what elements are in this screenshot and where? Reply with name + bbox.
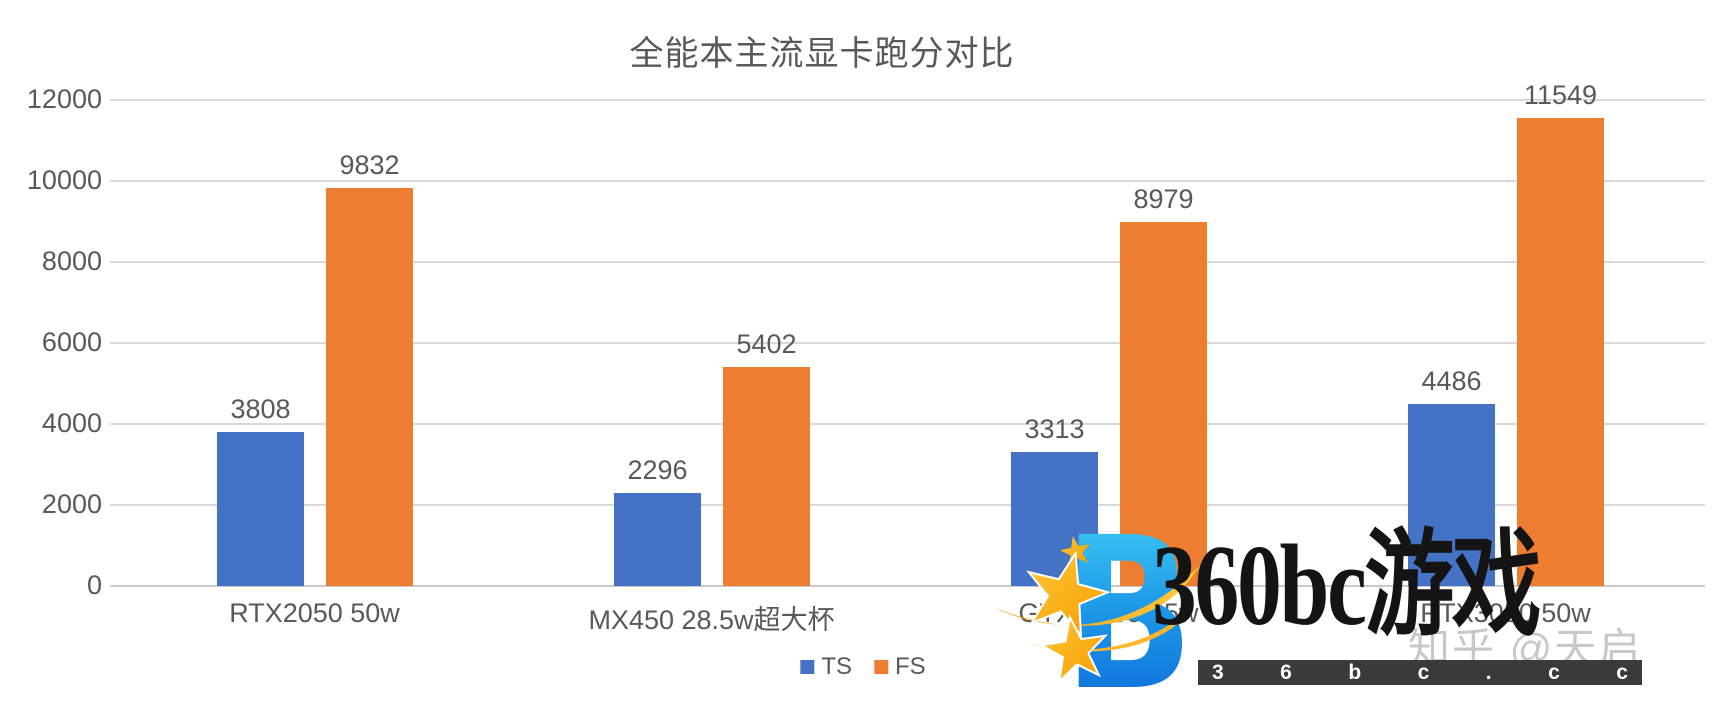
brand-watermark-text: 360bc游戏	[1152, 522, 1542, 649]
gridline-y-2000	[110, 504, 1705, 506]
gridline-y-0	[110, 585, 1705, 587]
bar-fs-0	[326, 187, 413, 586]
legend-item-ts: TS	[800, 653, 852, 681]
bar-value-label: 8979	[1133, 184, 1194, 215]
bar-fs-3	[1517, 118, 1604, 586]
logo-stars-icon	[1026, 536, 1111, 684]
domain-strip: 3 6 b c. c c	[1198, 660, 1642, 685]
y-axis-tick-label: 8000	[41, 246, 102, 276]
gridline-y-10000	[110, 180, 1705, 182]
bar-ts-2	[1011, 451, 1098, 586]
ts-series-swatch-icon	[800, 660, 815, 674]
y-axis-tick-label: 2000	[41, 489, 102, 519]
y-axis-tick-label: 12000	[26, 84, 102, 114]
chart-legend: TS FS	[800, 653, 926, 681]
domain-strip-char: .	[1485, 661, 1492, 684]
bar-value-label: 3313	[1024, 413, 1085, 444]
chart-title: 全能本主流显卡跑分对比	[629, 35, 1015, 73]
domain-strip-char: 6	[1280, 661, 1292, 684]
domain-strip-char: c	[1417, 661, 1430, 684]
domain-strip-char: b	[1348, 661, 1362, 684]
y-axis-tick-label: 6000	[41, 327, 102, 357]
legend-label-fs: FS	[895, 653, 926, 680]
x-axis-category-label: RTX3050 50w	[1420, 598, 1591, 628]
bar-value-label: 3808	[230, 393, 291, 424]
bar-value-label: 11549	[1523, 80, 1598, 111]
y-axis-tick-label: 4000	[41, 408, 102, 438]
x-axis-category-label: RTX2050 50w	[229, 598, 400, 628]
logo-swoosh-icon	[993, 565, 1200, 652]
x-axis-category-label: MX450 28.5w超大杯	[588, 605, 835, 635]
bar-value-label: 4486	[1421, 366, 1482, 397]
y-axis-tick-label: 10000	[26, 165, 102, 195]
bar-ts-1	[614, 493, 701, 586]
bar-value-label: 5402	[736, 329, 797, 360]
gridline-y-4000	[110, 423, 1705, 425]
bar-value-label: 2296	[627, 455, 688, 485]
y-axis-tick-label: 0	[86, 570, 102, 600]
domain-strip-char: c	[1616, 661, 1628, 684]
legend-item-fs: FS	[874, 653, 926, 681]
bar-ts-3	[1408, 404, 1495, 586]
fs-series-swatch-icon	[874, 660, 888, 674]
brand-b-logo-icon: B	[993, 493, 1200, 705]
legend-label-ts: TS	[821, 653, 852, 680]
domain-strip-char: 3	[1212, 661, 1224, 684]
gridline-y-12000	[110, 99, 1705, 101]
bar-fs-2	[1120, 222, 1207, 586]
gridline-y-8000	[110, 261, 1705, 263]
domain-strip-char: c	[1548, 661, 1560, 684]
bar-ts-0	[217, 431, 304, 586]
bar-fs-1	[723, 367, 810, 586]
bar-value-label: 9832	[339, 149, 400, 180]
gridline-y-6000	[110, 342, 1705, 344]
